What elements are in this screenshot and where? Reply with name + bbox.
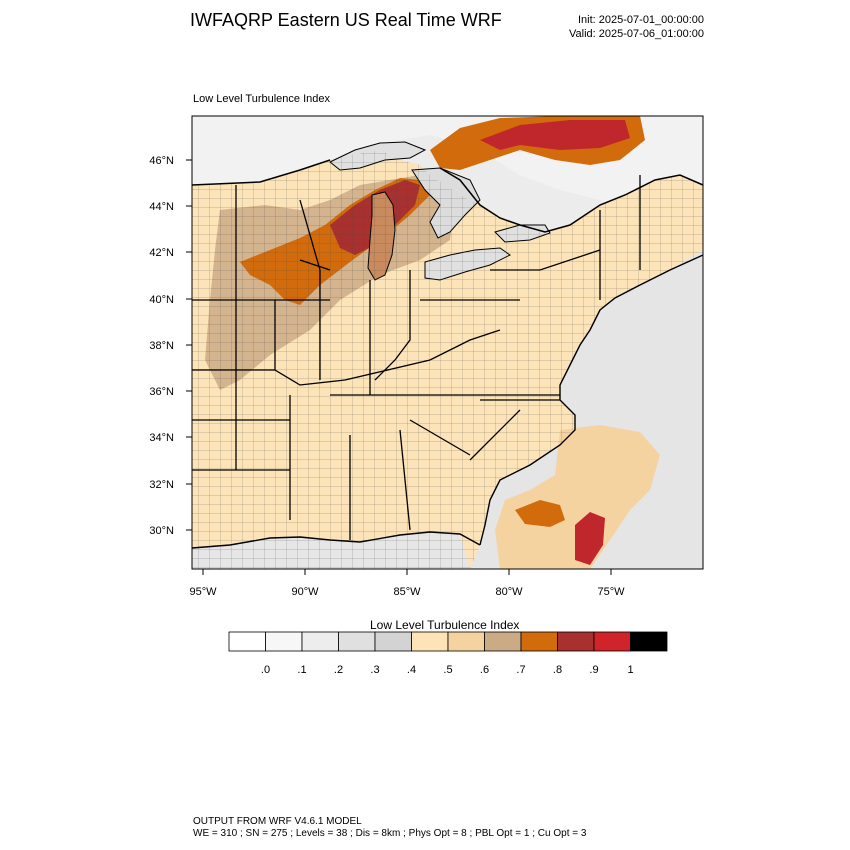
lat-tick-label: 34°N (149, 432, 174, 444)
init-time-label: Init: 2025-07-01_00:00:00 (578, 14, 704, 26)
label-bar-swatch (557, 631, 595, 652)
turbulence-zone-atlantic-peak (575, 512, 605, 565)
label-bar-tick-label: .3 (370, 664, 379, 676)
lon-axis (202, 569, 612, 575)
lon-tick-label: 80°W (495, 586, 523, 598)
label-bar-swatch (338, 631, 376, 652)
lat-tick-label: 44°N (149, 201, 174, 213)
turbulence-zone-atlantic (495, 425, 660, 569)
label-bar-tick-label: .4 (407, 664, 416, 676)
chart-title: IWFAQRP Eastern US Real Time WRF (190, 10, 502, 30)
lon-tick-label: 85°W (393, 586, 421, 598)
lon-tick-label: 75°W (597, 586, 625, 598)
lat-tick-label: 42°N (149, 247, 174, 259)
label-bar-tick-label: .6 (480, 664, 489, 676)
label-bar-tick-label: .9 (589, 664, 598, 676)
label-bar-swatch (228, 631, 266, 652)
label-bar-tick-label: .2 (334, 664, 343, 676)
lon-tick-label: 90°W (291, 586, 319, 598)
map-frame (191, 115, 704, 570)
label-bar-tick-label: .5 (443, 664, 452, 676)
lat-tick-label: 32°N (149, 479, 174, 491)
lat-tick-label: 46°N (149, 155, 174, 167)
lat-axis (186, 159, 192, 531)
label-bar-swatch (593, 631, 631, 652)
label-bar-tick-label: .7 (516, 664, 525, 676)
label-bar-tick-label: .0 (261, 664, 270, 676)
footer-model-line: OUTPUT FROM WRF V4.6.1 MODEL (193, 816, 362, 827)
label-bar-tick-label: .8 (553, 664, 562, 676)
state-boundaries (192, 175, 641, 540)
lat-tick-label: 30°N (149, 525, 174, 537)
county-lines (192, 150, 703, 569)
lat-tick-label: 40°N (149, 294, 174, 306)
label-bar-tick-label: .1 (297, 664, 306, 676)
lat-tick-label: 36°N (149, 386, 174, 398)
label-bar: .0 .1 .2 .3 .4 .5 .6 .7 .8 .9 1 (228, 631, 668, 676)
coastline (192, 254, 703, 549)
turbulence-zone-north-peak (480, 120, 630, 150)
label-bar-swatch (447, 631, 485, 652)
valid-time-label: Valid: 2025-07-06_01:00:00 (569, 28, 704, 40)
label-bar-title: Low Level Turbulence Index (370, 618, 520, 632)
label-bar-swatch (265, 631, 303, 652)
label-bar-swatch (484, 631, 522, 652)
label-bar-swatch (374, 631, 412, 652)
lat-tick-label: 38°N (149, 340, 174, 352)
label-bar-swatch (520, 631, 558, 652)
label-bar-swatch (411, 631, 449, 652)
turbulence-zone-atlantic-high (515, 500, 565, 527)
label-bar-tick-label: 1 (627, 664, 633, 676)
map-subtitle: Low Level Turbulence Index (193, 93, 330, 105)
label-bar-swatch (301, 631, 339, 652)
lon-tick-label: 95°W (189, 586, 217, 598)
label-bar-swatch (630, 631, 668, 652)
map-area (192, 116, 703, 569)
footer-config-line: WE = 310 ; SN = 275 ; Levels = 38 ; Dis … (193, 828, 587, 839)
us-canada-border (192, 159, 703, 233)
